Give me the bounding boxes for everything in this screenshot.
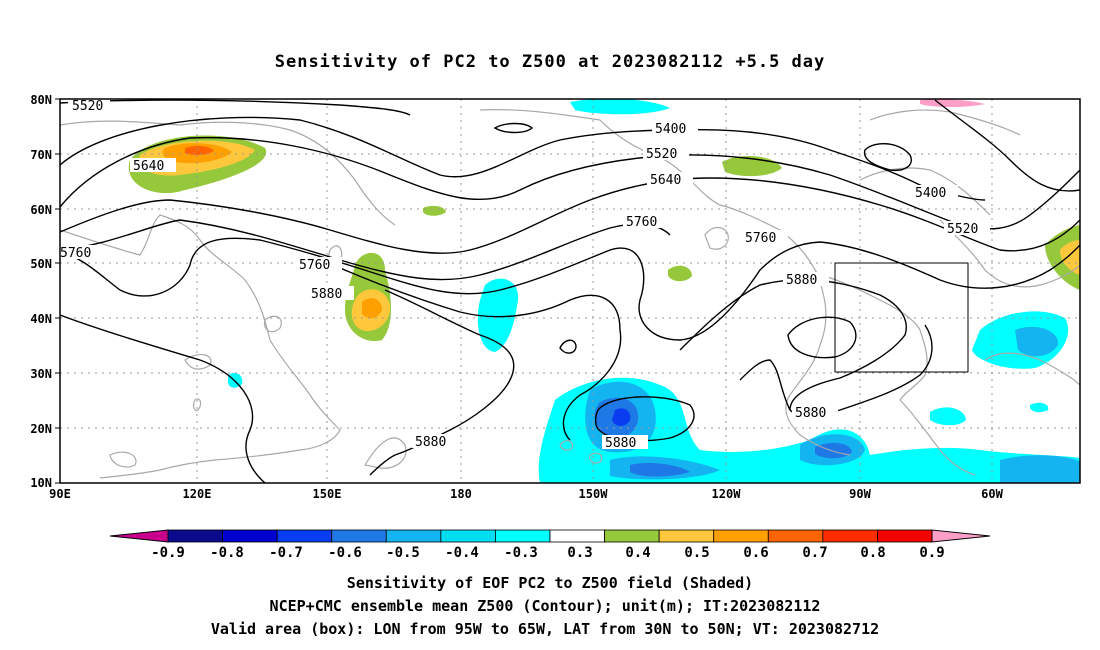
valid-area-box xyxy=(834,262,969,373)
colorbar-segment xyxy=(713,529,769,543)
colorbar-segment xyxy=(331,529,387,543)
colorbar-tick: 0.8 xyxy=(860,545,885,561)
colorbar-tick: 0.4 xyxy=(625,545,650,561)
colorbar-segment xyxy=(604,529,660,543)
colorbar-segment xyxy=(658,529,715,543)
lon-label: 150W xyxy=(579,487,609,501)
lon-label: 150E xyxy=(313,487,342,501)
lat-tickmarks xyxy=(55,98,60,484)
longitude-axis: 90E 120E 150E 180 150W 120W 90W 60W xyxy=(49,487,1003,501)
colorbar-segment xyxy=(877,529,933,543)
colorbar-low-triangle xyxy=(109,529,169,543)
caption-line-2: NCEP+CMC ensemble mean Z500 (Contour); u… xyxy=(270,597,821,615)
lon-label: 90W xyxy=(849,487,871,501)
colorbar-segment xyxy=(549,529,605,543)
caption-line-1: Sensitivity of EOF PC2 to Z500 field (Sh… xyxy=(347,574,753,592)
colorbar-tick: -0.7 xyxy=(269,545,303,561)
colorbar-segment xyxy=(276,529,333,543)
colorbar-segment xyxy=(767,529,824,543)
contour-label: 5880 xyxy=(415,435,446,450)
lat-label: 30N xyxy=(30,367,52,381)
lat-label: 50N xyxy=(30,257,52,271)
colorbar-tick: -0.8 xyxy=(210,545,244,561)
colorbar-tick-labels: -0.9 -0.8 -0.7 -0.6 -0.5 -0.4 -0.3 0.3 0… xyxy=(151,545,945,561)
colorbar-segment xyxy=(167,529,223,543)
contour-label: 5880 xyxy=(795,406,826,421)
contour-label: 5760 xyxy=(60,246,91,261)
colorbar-tick: 0.3 xyxy=(567,545,592,561)
contour-label: 5760 xyxy=(745,231,776,246)
colorbar-segment xyxy=(495,529,551,543)
lon-label: 180 xyxy=(450,487,472,501)
lat-label: 40N xyxy=(30,312,52,326)
contour-label: 5880 xyxy=(311,287,342,302)
lon-label: 60W xyxy=(981,487,1003,501)
lat-label: 80N xyxy=(30,93,52,107)
caption-line-3: Valid area (box): LON from 95W to 65W, L… xyxy=(211,620,879,638)
colorbar-tick: 0.7 xyxy=(802,545,827,561)
colorbar-high-triangle xyxy=(931,529,991,543)
contour-label: 5400 xyxy=(655,122,686,137)
latitude-axis: 80N 70N 60N 50N 40N 30N 20N 10N xyxy=(30,93,52,490)
colorbar-tick: 0.5 xyxy=(684,545,709,561)
map-panel: 5520 5400 5520 5640 5640 5400 5520 5760 … xyxy=(59,98,1081,484)
contour-labels: 5520 5400 5520 5640 5640 5400 5520 5760 … xyxy=(60,99,990,451)
colorbar-tick: -0.6 xyxy=(328,545,362,561)
map-frame xyxy=(59,98,1081,484)
colorbar-tick: 0.9 xyxy=(919,545,944,561)
lat-label: 20N xyxy=(30,422,52,436)
contour-label: 5400 xyxy=(915,186,946,201)
contour-label: 5640 xyxy=(133,159,164,174)
colorbar-segment xyxy=(822,529,878,543)
negative-sensitivity-shading xyxy=(228,99,1080,483)
lat-label: 10N xyxy=(30,476,52,490)
contour-label: 5760 xyxy=(626,215,657,230)
colorbar-segment xyxy=(385,529,442,543)
contour-label: 5520 xyxy=(72,99,103,114)
lat-label: 60N xyxy=(30,203,52,217)
colorbar-segment xyxy=(440,529,496,543)
contour-label: 5520 xyxy=(646,147,677,162)
gridlines xyxy=(60,99,1080,483)
colorbar-tick: -0.9 xyxy=(151,545,185,561)
lat-label: 70N xyxy=(30,148,52,162)
colorbar-tick: 0.6 xyxy=(743,545,768,561)
colorbar-tick: -0.5 xyxy=(386,545,420,561)
lon-label: 120E xyxy=(183,487,212,501)
lon-label: 120W xyxy=(712,487,742,501)
lon-label: 90E xyxy=(49,487,71,501)
contour-label: 5520 xyxy=(947,222,978,237)
colorbar-tick: -0.3 xyxy=(504,545,538,561)
contour-label: 5640 xyxy=(650,173,681,188)
colorbar-segment xyxy=(222,529,278,543)
contour-label: 5760 xyxy=(299,258,330,273)
contour-label: 5880 xyxy=(605,436,636,451)
map-title: Sensitivity of PC2 to Z500 at 2023082112… xyxy=(275,52,826,72)
contour-label: 5880 xyxy=(786,273,817,288)
colorbar xyxy=(109,529,991,543)
colorbar-tick: -0.4 xyxy=(445,545,479,561)
